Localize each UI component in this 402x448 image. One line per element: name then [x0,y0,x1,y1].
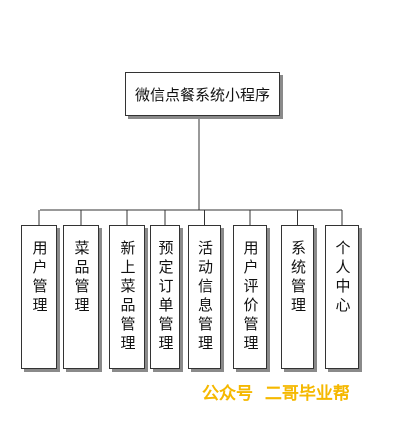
module-node-label: 活动信息管理 [196,240,214,354]
module-node-label: 新上菜品管理 [118,240,137,354]
module-node: 新上菜品管理 [109,225,145,369]
module-node-label: 菜品管理 [72,240,91,316]
child-drop-lines [38,210,343,225]
module-node: 个人中心 [325,225,359,369]
root-node-label: 微信点餐系统小程序 [134,85,270,104]
watermark-text: 公众号 二哥毕业帮 [202,384,350,404]
module-node-label: 用户评价管理 [241,240,260,354]
module-node: 用户评价管理 [233,225,267,369]
root-node: 微信点餐系统小程序 [125,72,280,116]
module-node: 活动信息管理 [188,225,221,369]
module-node-label: 个人中心 [333,240,352,316]
module-node: 菜品管理 [63,225,99,369]
module-node: 用户管理 [21,225,57,369]
module-node-label: 用户管理 [30,240,49,316]
module-node-label: 系统管理 [289,240,307,316]
module-node: 预定订单管理 [150,225,180,369]
module-node-label: 预定订单管理 [156,240,175,354]
module-node: 系统管理 [281,225,314,369]
